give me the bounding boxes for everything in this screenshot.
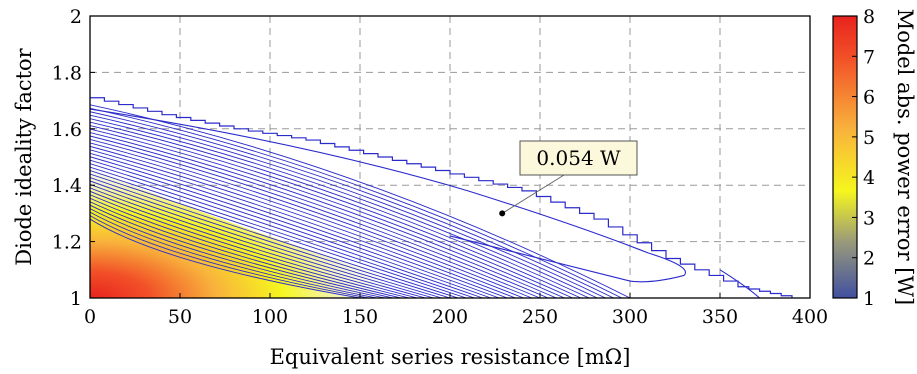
y-axis-ticks: 1 1.2 1.4 1.6 1.8 2 (52, 6, 95, 310)
contour-lines (90, 97, 793, 298)
colorbar-tick-label: 6 (863, 87, 875, 109)
annotation-text: 0.054 W (536, 146, 621, 170)
y-tick-label: 1.8 (52, 62, 82, 84)
contour-line (90, 107, 623, 298)
contour-line (90, 177, 459, 298)
colorbar-tick-label: 3 (863, 207, 875, 229)
colorbar-tick-label: 2 (863, 248, 875, 270)
contour-line (90, 215, 369, 298)
y-axis-label: Diode ideality factor (12, 47, 36, 265)
contour-line (90, 159, 500, 298)
annotation: 0.054 W (499, 140, 638, 217)
contour-line (90, 142, 541, 298)
contour-line (90, 139, 549, 298)
contour-line (90, 166, 483, 298)
contour-line (90, 152, 516, 298)
contour-line (90, 184, 442, 298)
y-tick-label: 1.2 (52, 232, 82, 254)
x-tick-label: 350 (702, 306, 738, 328)
heat-wedge (90, 168, 459, 298)
contour-line (90, 173, 467, 298)
colorbar (832, 15, 858, 299)
contour-outer-boundary (90, 97, 793, 298)
x-axis-label: Equivalent series resistance [mΩ] (270, 345, 631, 369)
annotation-marker (499, 210, 506, 217)
contour-line (90, 201, 402, 298)
contour-line (90, 190, 426, 298)
contour-line (90, 118, 598, 298)
contour-line (90, 194, 418, 298)
annotation-leader-line (501, 174, 565, 214)
contour-line (90, 128, 573, 298)
colorbar-tick-label: 8 (863, 6, 875, 28)
y-tick-label: 1 (70, 288, 82, 310)
x-tick-label: 0 (84, 306, 96, 328)
contour-line (90, 218, 361, 298)
colorbar-tick-label: 4 (863, 167, 875, 189)
y-tick-label: 1.6 (52, 119, 82, 141)
contour-line (90, 145, 532, 298)
contour-line (90, 170, 475, 298)
contour-line-0054 (90, 108, 686, 283)
x-tick-label: 100 (252, 306, 288, 328)
x-axis-ticks: 0 50 100 150 200 250 300 350 400 (84, 293, 828, 328)
contour-line (90, 125, 582, 298)
annotation-box (519, 140, 638, 176)
contour-line (90, 149, 524, 298)
contour-line (90, 132, 565, 298)
x-tick-label: 250 (522, 306, 558, 328)
contour-line (90, 114, 606, 298)
x-tick-label: 150 (342, 306, 378, 328)
contour-line (90, 197, 410, 298)
colorbar-tick-label: 1 (863, 288, 875, 310)
x-tick-label: 400 (792, 306, 828, 328)
contour-line (90, 163, 492, 298)
y-tick-label: 2 (70, 6, 82, 28)
colorbar-ticks: 1 2 3 4 5 6 7 8 (852, 6, 875, 310)
contour-line (90, 121, 590, 298)
y-tick-label: 1.4 (52, 175, 82, 197)
contour-line (90, 204, 393, 298)
x-tick-label: 200 (432, 306, 468, 328)
contour-line (90, 211, 377, 298)
contour-line (90, 208, 385, 298)
contour-line (90, 180, 451, 298)
colorbar-label: Model abs. power error [W] (893, 9, 917, 306)
colorbar-tick-label: 7 (863, 46, 875, 68)
contour-line (90, 111, 614, 298)
colorbar-tick-label: 5 (863, 127, 875, 149)
x-tick-label: 50 (168, 306, 192, 328)
contour-line (90, 187, 434, 298)
error-fill-region (90, 168, 459, 298)
contour-line (90, 135, 557, 298)
contour-line-small (719, 269, 760, 298)
x-tick-label: 300 (612, 306, 648, 328)
contour-line (90, 156, 508, 298)
